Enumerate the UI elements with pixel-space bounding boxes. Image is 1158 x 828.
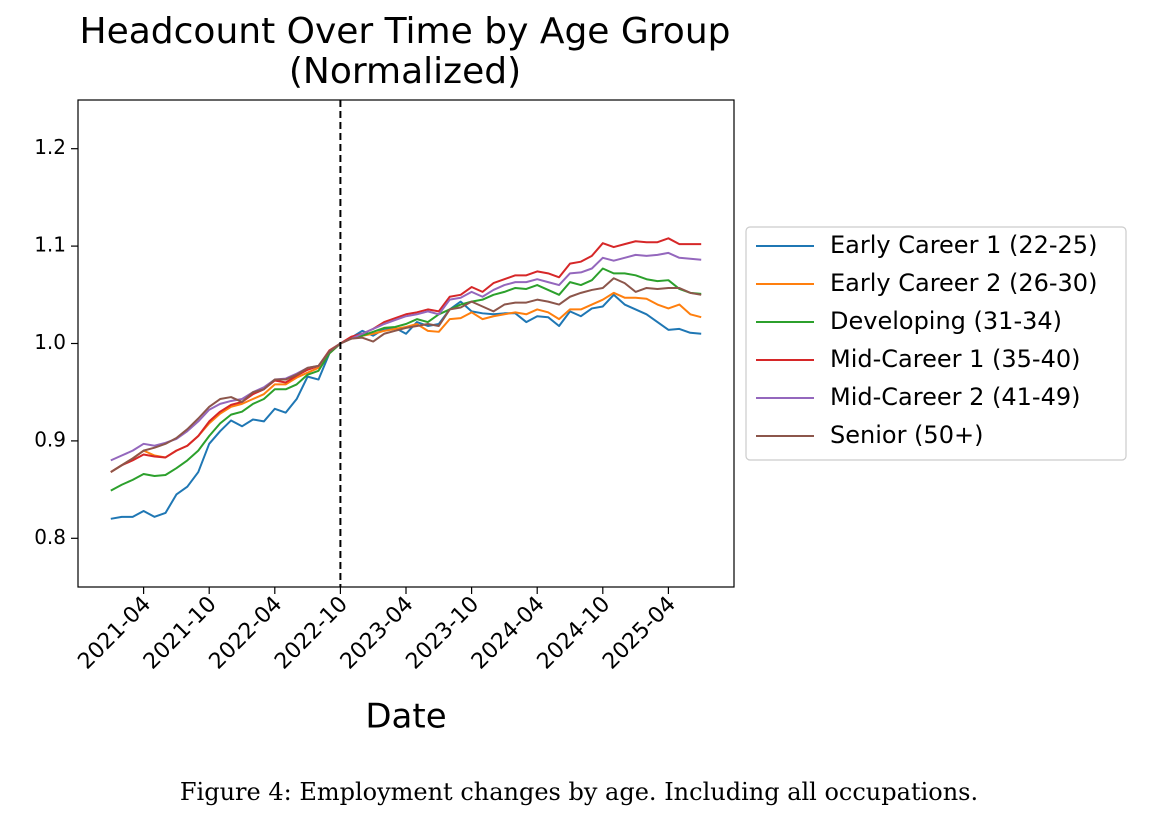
y-tick-label: 0.8 — [34, 525, 66, 549]
chart-title: Headcount Over Time by Age Group (Normal… — [79, 11, 731, 92]
figure-caption: Figure 4: Employment changes by age. Inc… — [179, 778, 979, 806]
series-line — [110, 293, 702, 520]
x-axis-label: Date — [365, 697, 446, 737]
series-line — [110, 291, 702, 473]
legend-label: Early Career 2 (26-30) — [830, 269, 1097, 297]
series-line — [110, 267, 702, 492]
series-line — [110, 237, 702, 473]
y-tick-label: 0.9 — [34, 427, 66, 451]
x-tick-label: 2025-04 — [598, 592, 681, 675]
series-line — [110, 251, 702, 462]
legend-label: Senior (50+) — [830, 421, 983, 449]
legend-label: Mid-Career 2 (41-49) — [830, 383, 1080, 411]
legend-label: Early Career 1 (22-25) — [830, 231, 1097, 259]
plot-frame — [77, 99, 735, 588]
y-tick-label: 1.0 — [34, 330, 66, 354]
chart: 0.80.91.01.11.22021-042021-102022-042022… — [34, 99, 1127, 737]
y-tick-label: 1.2 — [34, 135, 66, 159]
legend-box — [745, 226, 1127, 461]
legend-label: Mid-Career 1 (35-40) — [830, 345, 1080, 373]
y-tick-label: 1.1 — [34, 233, 66, 257]
legend-label: Developing (31-34) — [830, 307, 1062, 335]
series-line — [110, 277, 702, 473]
